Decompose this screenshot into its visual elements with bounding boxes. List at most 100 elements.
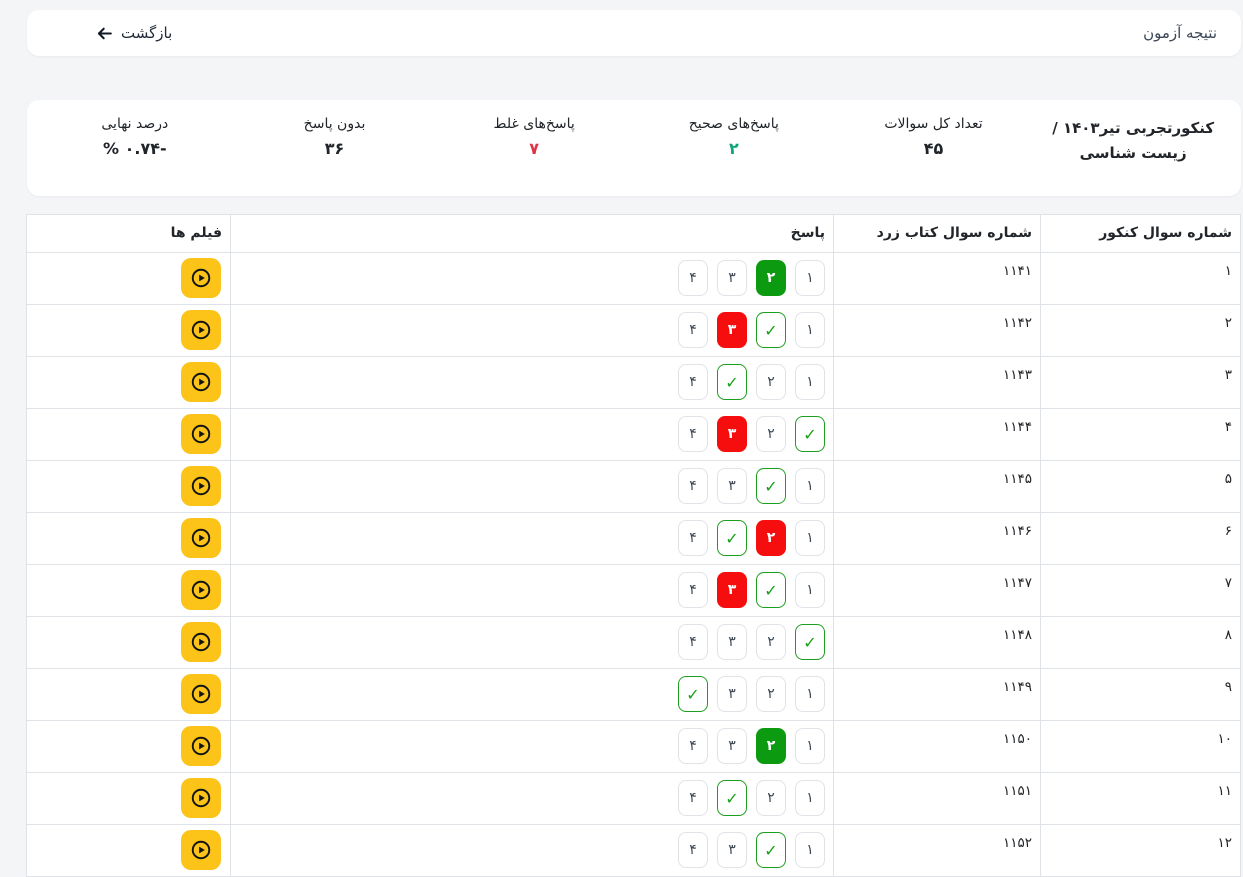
back-button[interactable]: بازگشت xyxy=(95,24,172,43)
stat-value: ۳۶ xyxy=(324,139,345,158)
stat-value: ۲ xyxy=(728,139,739,158)
answer-options: ۱ ۲ ✓ ۴ xyxy=(239,780,825,816)
summary-stat: پاسخ‌های غلط ۷ xyxy=(434,116,634,166)
table-row: ۱۰ ۱۱۵۰ ۱ ۲ ۳ ۴ xyxy=(26,719,1241,773)
videos-cell xyxy=(26,771,231,825)
summary-stat: تعداد کل سوالات ۴۵ xyxy=(834,116,1034,166)
answer-options: ۱ ۲ ✓ ۴ xyxy=(239,520,825,556)
video-play-button[interactable] xyxy=(181,362,221,402)
table-row: ۸ ۱۱۴۸ ✓ ۲ ۳ ۴ xyxy=(26,615,1241,669)
table-row: ۴ ۱۱۴۴ ✓ ۲ ۳ ۴ xyxy=(26,407,1241,461)
exam-question-number: ۴ xyxy=(1040,407,1241,461)
answer-cell: ۱ ۲ ۳ ✓ xyxy=(230,667,834,721)
answer-options: ۱ ✓ ۳ ۴ xyxy=(239,468,825,504)
table-row: ۱۱ ۱۱۵۱ ۱ ۲ ✓ ۴ xyxy=(26,771,1241,825)
answer-option: ۲ xyxy=(756,624,786,660)
correct-answer-mark: ✓ xyxy=(717,780,747,816)
video-play-button[interactable] xyxy=(181,830,221,870)
answer-options: ۱ ✓ ۳ ۴ xyxy=(239,572,825,608)
correct-answer-mark: ✓ xyxy=(756,572,786,608)
table-row: ۵ ۱۱۴۵ ۱ ✓ ۳ ۴ xyxy=(26,459,1241,513)
play-circle-icon xyxy=(191,788,211,808)
answer-option: ۲ xyxy=(756,780,786,816)
exam-question-number: ۱ xyxy=(1040,251,1241,305)
answer-option: ۴ xyxy=(678,364,708,400)
answer-option: ۱ xyxy=(795,520,825,556)
stat-label: پاسخ‌های غلط xyxy=(493,116,575,132)
answer-cell: ۱ ۲ ✓ ۴ xyxy=(230,771,834,825)
answer-cell: ✓ ۲ ۳ ۴ xyxy=(230,407,834,461)
answer-cell: ۱ ۲ ✓ ۴ xyxy=(230,511,834,565)
play-circle-icon xyxy=(191,736,211,756)
play-circle-icon xyxy=(191,268,211,288)
exam-question-number: ۱۲ xyxy=(1040,823,1241,877)
exam-question-number: ۶ xyxy=(1040,511,1241,565)
table-row: ۹ ۱۱۴۹ ۱ ۲ ۳ ✓ xyxy=(26,667,1241,721)
book-question-number: ۱۱۴۲ xyxy=(833,303,1041,357)
answer-option: ۴ xyxy=(678,520,708,556)
play-circle-icon xyxy=(191,320,211,340)
table-row: ۳ ۱۱۴۳ ۱ ۲ ✓ ۴ xyxy=(26,355,1241,409)
summary-stat: بدون پاسخ ۳۶ xyxy=(235,116,435,166)
answer-options: ✓ ۲ ۳ ۴ xyxy=(239,624,825,660)
video-play-button[interactable] xyxy=(181,726,221,766)
stat-label: تعداد کل سوالات xyxy=(884,116,983,132)
stat-label: بدون پاسخ xyxy=(303,116,366,132)
answer-option: ۲ xyxy=(756,260,786,296)
correct-answer-mark: ✓ xyxy=(795,416,825,452)
exam-title: کنکورتجربی تیر۱۴۰۳ /زیست شناسی xyxy=(1052,119,1215,162)
answer-option: ۳ xyxy=(717,832,747,868)
answer-option: ۱ xyxy=(795,364,825,400)
answer-option: ۴ xyxy=(678,780,708,816)
video-play-button[interactable] xyxy=(181,310,221,350)
book-question-number: ۱۱۵۰ xyxy=(833,719,1041,773)
play-circle-icon xyxy=(191,684,211,704)
answer-cell: ۱ ✓ ۳ ۴ xyxy=(230,563,834,617)
video-play-button[interactable] xyxy=(181,622,221,662)
play-circle-icon xyxy=(191,528,211,548)
exam-question-number: ۳ xyxy=(1040,355,1241,409)
answer-option: ۳ xyxy=(717,572,747,608)
stat-value: ۴۵ xyxy=(923,139,944,158)
table-row: ۱۲ ۱۱۵۲ ۱ ✓ ۳ ۴ xyxy=(26,823,1241,877)
answer-option: ۲ xyxy=(756,728,786,764)
answer-option: ۳ xyxy=(717,468,747,504)
answer-option: ۱ xyxy=(795,468,825,504)
video-play-button[interactable] xyxy=(181,466,221,506)
video-play-button[interactable] xyxy=(181,674,221,714)
play-circle-icon xyxy=(191,632,211,652)
topbar: نتیجه آزمون بازگشت xyxy=(27,10,1241,56)
videos-cell xyxy=(26,407,231,461)
video-play-button[interactable] xyxy=(181,518,221,558)
video-play-button[interactable] xyxy=(181,778,221,818)
video-play-button[interactable] xyxy=(181,570,221,610)
header-exam-question-number: شماره سوال کنکور xyxy=(1040,213,1241,253)
answer-options: ۱ ✓ ۳ ۴ xyxy=(239,312,825,348)
play-circle-icon xyxy=(191,476,211,496)
answer-option: ۴ xyxy=(678,312,708,348)
answer-option: ۱ xyxy=(795,728,825,764)
answer-option: ۴ xyxy=(678,728,708,764)
answer-option: ۴ xyxy=(678,624,708,660)
answer-cell: ✓ ۲ ۳ ۴ xyxy=(230,615,834,669)
video-play-button[interactable] xyxy=(181,414,221,454)
videos-cell xyxy=(26,251,231,305)
book-question-number: ۱۱۴۴ xyxy=(833,407,1041,461)
answer-option: ۱ xyxy=(795,676,825,712)
page-title: نتیجه آزمون xyxy=(1143,24,1217,42)
answer-option: ۴ xyxy=(678,832,708,868)
answer-option: ۴ xyxy=(678,260,708,296)
answer-option: ۲ xyxy=(756,676,786,712)
play-circle-icon xyxy=(191,424,211,444)
results-table: شماره سوال کنکور شماره سوال کتاب زرد پاس… xyxy=(26,213,1241,877)
exam-question-number: ۹ xyxy=(1040,667,1241,721)
answer-option: ۱ xyxy=(795,572,825,608)
correct-answer-mark: ✓ xyxy=(756,468,786,504)
correct-answer-mark: ✓ xyxy=(795,624,825,660)
table-row: ۷ ۱۱۴۷ ۱ ✓ ۳ ۴ xyxy=(26,563,1241,617)
video-play-button[interactable] xyxy=(181,258,221,298)
answer-option: ۳ xyxy=(717,260,747,296)
correct-answer-mark: ✓ xyxy=(756,832,786,868)
